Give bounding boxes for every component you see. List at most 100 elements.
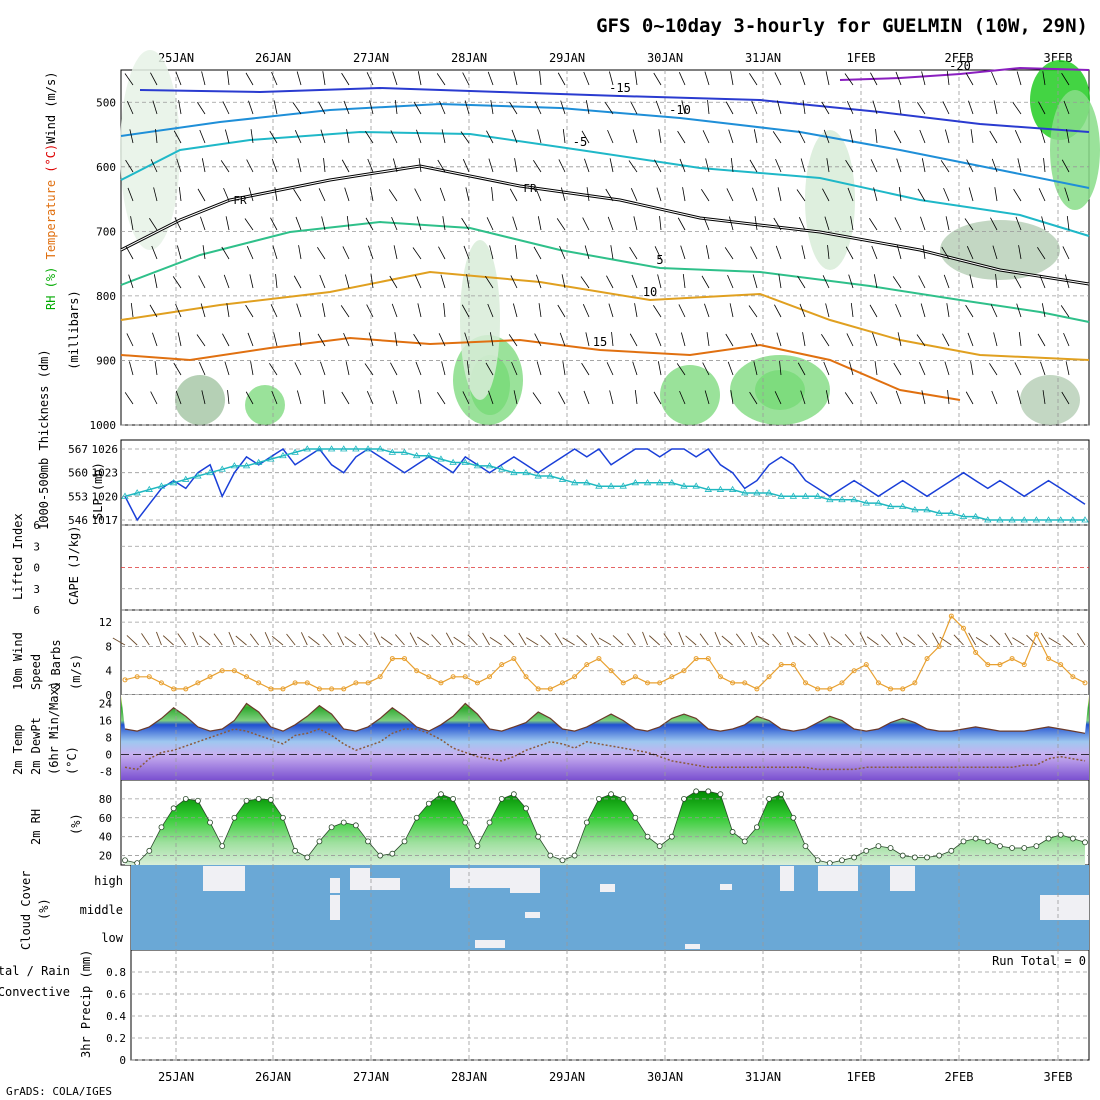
wind-barb <box>845 246 854 260</box>
cloud-level-label: high <box>94 874 123 888</box>
lifted-index-panel: 6 3 0 3 6 Lifted Index CAPE (J/kg) <box>11 513 1089 617</box>
top-date-label: 30JAN <box>647 51 683 65</box>
wind-tick-label: 8 <box>105 640 112 653</box>
wind-barb <box>632 129 638 144</box>
wind-barb <box>149 304 158 318</box>
rh-label-group: 2m RH <box>29 809 43 845</box>
wind-barb <box>576 634 588 646</box>
cloud-gap <box>203 866 245 891</box>
wind-barb <box>653 72 662 86</box>
run-total-label: Run Total = 0 <box>992 954 1086 968</box>
bottom-date-label: 31JAN <box>745 1070 781 1084</box>
rh-point <box>158 824 165 831</box>
rh-point <box>486 819 493 826</box>
wind-barb <box>413 101 422 115</box>
wind-barb <box>991 71 998 86</box>
thickness-point <box>619 482 627 489</box>
temp-tick-label: 16 <box>99 715 112 728</box>
wind-speed-point <box>900 686 906 692</box>
top-date-label: 25JAN <box>158 51 194 65</box>
wind-barb <box>125 246 134 260</box>
wind-speed-point <box>329 686 335 692</box>
temperature-contour-label: 5 <box>656 253 663 267</box>
wind-barb <box>757 635 770 646</box>
wind-barb <box>1018 332 1022 347</box>
thickness-point <box>874 499 883 506</box>
wind-speed-line <box>124 615 1086 690</box>
wind-speed-point <box>608 668 614 674</box>
wind-barb <box>124 73 134 86</box>
wind-barb <box>512 216 518 231</box>
rh-point <box>668 833 675 840</box>
thickness-point <box>558 475 567 482</box>
freezing-label: FR <box>233 194 247 207</box>
wind-barb <box>270 217 278 231</box>
wind-barb <box>699 633 709 646</box>
wind-barb <box>197 188 206 202</box>
wind-barb <box>248 100 254 115</box>
wind-barb <box>896 158 902 173</box>
rh-point <box>960 838 967 845</box>
rh-point <box>753 824 760 831</box>
wind-barb <box>535 187 542 202</box>
thickness-label-group: 1000-500mb Thickness (dm) <box>37 349 51 530</box>
wind-barb <box>175 71 182 86</box>
wind-barb <box>126 101 134 115</box>
bottom-date-label: 27JAN <box>353 1070 389 1084</box>
slp-axis-label: SLP (mb) <box>91 462 105 520</box>
wind-barb <box>656 187 662 202</box>
wind-speed-point <box>960 625 966 631</box>
top-date-label: 1FEB <box>847 51 876 65</box>
cloud-level-label: low <box>101 931 123 945</box>
thickness-point <box>1044 516 1053 523</box>
thickness-point <box>254 458 263 465</box>
wind-barb <box>125 159 134 173</box>
wind-barb <box>508 334 518 347</box>
precip-panel: 0 0.2 0.4 0.6 0.8 Run Total = 0 Total / Rain Co… <box>0 950 1089 1067</box>
upper-air-axis-labels: RH (%) Temperature (°C)Wind (m/s) <box>44 72 58 310</box>
wind-barb <box>1061 391 1070 405</box>
wind-barb <box>634 390 638 405</box>
thickness-point <box>242 462 251 469</box>
wind-barb <box>201 390 206 405</box>
wind-panel: 0 4 8 12 10m Wind Speed & Barbs (m/s) <box>11 610 1089 702</box>
wind-barb <box>629 333 638 347</box>
wind-speed-point <box>839 680 845 686</box>
rh-axis-label: 2m RH <box>29 809 43 845</box>
wind-barb <box>921 390 926 405</box>
wind-barb <box>677 217 686 231</box>
wind-barb <box>300 632 308 646</box>
wind-barb <box>227 390 230 405</box>
wind-speed-point <box>487 674 493 680</box>
wind-barb <box>308 636 320 646</box>
rh-point <box>936 852 943 859</box>
upper-axis-label: RH (%) Temperature (°C)Wind (m/s) <box>44 72 58 310</box>
wind-barb <box>1041 216 1046 231</box>
rh-point <box>498 795 505 802</box>
wind-barb <box>562 129 566 144</box>
slp-label-group: SLP (mb) <box>91 462 105 520</box>
wind-speed-point <box>231 668 237 674</box>
wind-barb <box>560 100 566 115</box>
wind-barb <box>293 275 302 289</box>
wind-barb <box>514 245 518 260</box>
wind-speed-point <box>596 656 602 662</box>
wind-barb <box>150 391 158 405</box>
wind-barb <box>366 304 374 318</box>
wind-barb <box>824 216 830 231</box>
wind-axis-label: 10m Wind <box>11 632 25 690</box>
precip-tick-label: 0 <box>119 1054 126 1067</box>
wind-barb <box>749 159 758 173</box>
wind-barb <box>152 332 158 347</box>
wind-barb <box>200 303 206 318</box>
wind-barb <box>657 274 662 289</box>
wind-barb <box>871 245 878 260</box>
wind-speed-point <box>803 680 809 686</box>
wind-barb <box>825 390 830 405</box>
wind-barb <box>365 217 374 231</box>
wind-barb <box>176 158 182 173</box>
wind-barb <box>322 71 326 86</box>
wind-barb <box>920 216 926 231</box>
rh-point <box>632 814 639 821</box>
